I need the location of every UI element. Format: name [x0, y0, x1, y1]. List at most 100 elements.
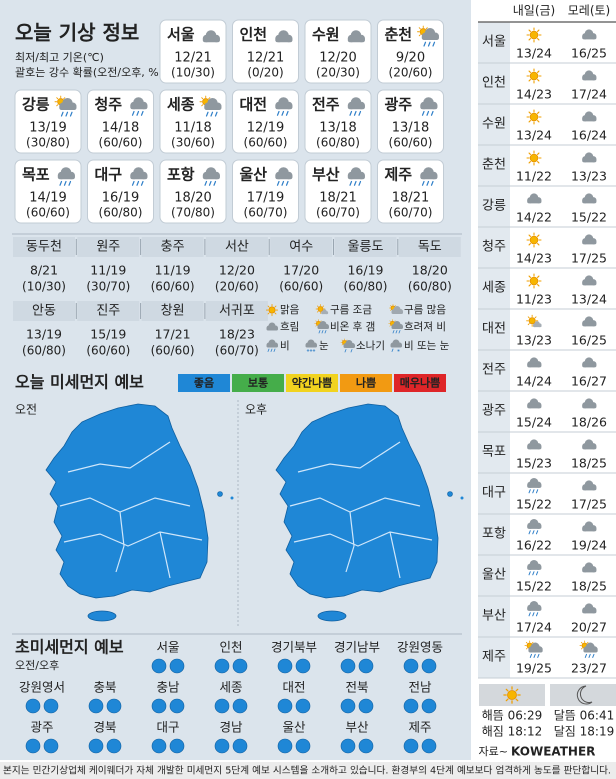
dust-level: [178, 374, 230, 392]
table-rain: (60/60): [151, 280, 195, 294]
forecast-temp: 18/25: [571, 579, 607, 594]
icon-cloud-part: [390, 344, 402, 348]
icon-cloud-part: [420, 174, 438, 180]
icon-sun-ray: [316, 310, 319, 313]
icon-sun-ray: [322, 305, 325, 308]
region-name: 경기북부: [271, 640, 317, 655]
table-head: [77, 301, 140, 321]
table-temp: 18/23: [219, 327, 255, 342]
dust-dot: [277, 698, 293, 714]
icon-sun-ray: [201, 97, 204, 100]
card-temp: 12/19: [247, 121, 284, 136]
icon-cloud-part: [582, 609, 597, 614]
icon-sun-ray: [208, 97, 211, 100]
dust-level: [340, 374, 392, 392]
forecast-temp: 13/24: [571, 292, 607, 307]
icon-cloud-part: [347, 104, 365, 110]
icon-rain: [532, 612, 535, 617]
icon-sun-ray: [528, 29, 531, 32]
table-city: 울릉도: [348, 240, 384, 255]
icon-sun-ray: [515, 698, 519, 702]
icon-rain: [344, 349, 347, 353]
region-name: 충남: [156, 680, 180, 695]
icon-sun: [317, 306, 324, 312]
legend-label: 비온 후 갬: [330, 321, 375, 333]
region-name: 대구: [156, 720, 179, 735]
icon-sun-ray: [425, 27, 428, 30]
icon-rain: [136, 110, 140, 116]
icon-cloud-part: [533, 324, 542, 328]
footer: 본지는 민간기상업체 케이웨더가 자체 개발한 미세먼지 5단계 예보 시스템을…: [3, 765, 611, 777]
card-city: 목포: [22, 166, 50, 184]
icon-snow: [313, 349, 315, 352]
dust-dot: [403, 738, 419, 754]
icon-cloud-part: [202, 37, 220, 43]
icon-cloud-part: [582, 76, 597, 81]
forecast-city: 목포: [482, 445, 506, 460]
icon-sun: [268, 306, 276, 314]
icon-cloud: [347, 167, 365, 180]
forecast-temp: 14/23: [516, 251, 552, 266]
dust-dot: [214, 698, 230, 714]
table-head: [77, 237, 140, 257]
table-rain: (60/60): [86, 344, 130, 358]
table-rain: (60/80): [408, 280, 452, 294]
icon-sun-ray: [531, 641, 534, 644]
dust-dot: [358, 658, 374, 674]
table-city: 동두천: [26, 240, 62, 255]
forecast-city: 세종: [482, 281, 506, 296]
icon-cloud: [582, 193, 597, 204]
dust-dot: [295, 738, 311, 754]
icon-cloud-part: [204, 105, 222, 110]
icon-sun-ray: [341, 339, 343, 341]
icon-cloud: [528, 642, 543, 653]
icon-sun-ray: [389, 320, 391, 322]
table-rain: (20/60): [215, 280, 259, 294]
icon-sun: [529, 235, 539, 245]
icon-sun-ray: [528, 152, 531, 155]
icon-cloud: [527, 518, 542, 529]
table-temp: 17/21: [155, 327, 191, 342]
table-city: 안동: [32, 304, 56, 319]
table-head: [13, 301, 75, 321]
icon-sun-ray: [528, 38, 531, 41]
card-temp: 9/20: [396, 51, 425, 66]
card-city: 대구: [95, 166, 123, 184]
icon-cloud-part: [582, 158, 597, 163]
forecast-temp: 14/24: [516, 374, 552, 389]
note: 최저/최고 기온(℃): [15, 51, 104, 64]
icon-rain: [318, 330, 321, 334]
icon-snow: [307, 349, 309, 352]
card-rain: (70/80): [171, 206, 215, 220]
dust-dot: [214, 738, 230, 754]
icon-sun-ray: [389, 325, 391, 327]
dust-dot: [169, 698, 185, 714]
card-city: 제주: [385, 166, 413, 184]
forecast-temp: 15/22: [571, 210, 607, 225]
icon-rain: [270, 348, 273, 352]
icon-cloud-part: [527, 199, 542, 204]
icon-sun-ray: [528, 111, 531, 114]
forecast-temp: 17/25: [571, 497, 607, 512]
icon-rain: [426, 180, 430, 186]
table-temp: 13/19: [26, 327, 62, 342]
icon-rain: [276, 180, 280, 186]
table-city: 창원: [161, 304, 185, 319]
icon-sun-ray: [418, 34, 421, 37]
table-rain: (60/80): [22, 344, 66, 358]
icon-cloud-part: [347, 37, 365, 43]
forecast-city: 대구: [482, 486, 506, 501]
icon-sun-ray: [527, 316, 530, 319]
icon-rain: [281, 110, 285, 116]
card-city: 춘천: [385, 26, 413, 44]
icon-cloud: [266, 339, 278, 348]
icon-cloud: [582, 275, 597, 286]
forecast-city: 강릉: [482, 199, 506, 214]
icon-sun-ray: [580, 647, 583, 650]
table-rain: (60/60): [151, 344, 195, 358]
dust-dot: [106, 738, 122, 754]
icon-cloud-part: [391, 326, 403, 329]
icon-rain: [535, 489, 539, 494]
